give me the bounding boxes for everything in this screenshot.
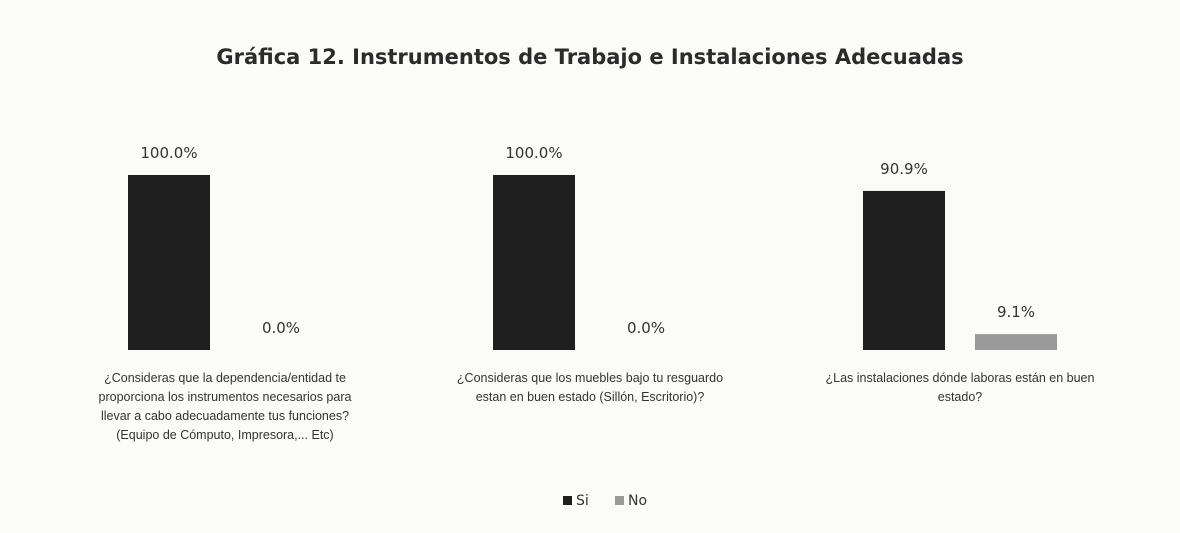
- data-labels-layer: 100.0% 0.0% 100.0% 0.0% 90.9% 9.1%: [140, 144, 1035, 337]
- category-label-1: ¿Consideras que la dependencia/entidad t…: [99, 371, 352, 442]
- legend-swatch-no: [615, 496, 624, 505]
- category-label-line: ¿Consideras que los muebles bajo tu resg…: [457, 371, 723, 385]
- category-label-line: ¿Consideras que la dependencia/entidad t…: [104, 371, 346, 385]
- data-label-si-3: 90.9%: [880, 160, 928, 178]
- category-label-line: ¿Las instalaciones dónde laboras están e…: [826, 371, 1095, 385]
- category-label-line: estado?: [938, 390, 983, 404]
- bars-layer: [128, 175, 1057, 350]
- legend: Si No: [563, 493, 647, 509]
- bar-si-3: [863, 190, 945, 350]
- category-label-3: ¿Las instalaciones dónde laboras están e…: [826, 371, 1095, 404]
- legend-label-no: No: [628, 493, 647, 509]
- category-label-line: llevar a cabo adecuadamente tus funcione…: [101, 409, 349, 423]
- legend-swatch-si: [563, 496, 572, 505]
- category-label-line: (Equipo de Cómputo, Impresora,... Etc): [116, 428, 333, 442]
- category-label-2: ¿Consideras que los muebles bajo tu resg…: [457, 371, 723, 404]
- category-labels-layer: ¿Consideras que la dependencia/entidad t…: [99, 371, 1095, 442]
- category-label-line: proporciona los instrumentos necesarios …: [99, 390, 352, 404]
- data-label-no-1: 0.0%: [262, 319, 300, 337]
- legend-item-si: Si: [563, 493, 589, 509]
- data-label-no-2: 0.0%: [627, 319, 665, 337]
- legend-label-si: Si: [576, 493, 589, 509]
- data-label-si-1: 100.0%: [140, 144, 197, 162]
- data-label-si-2: 100.0%: [505, 144, 562, 162]
- category-label-line: estan en buen estado (Sillón, Escritorio…: [476, 390, 705, 404]
- legend-item-no: No: [615, 493, 647, 509]
- bar-si-1: [128, 175, 210, 350]
- bar-no-3: [975, 334, 1057, 350]
- bar-si-2: [493, 175, 575, 350]
- data-label-no-3: 9.1%: [997, 303, 1035, 321]
- chart-title: Gráfica 12. Instrumentos de Trabajo e In…: [216, 45, 963, 69]
